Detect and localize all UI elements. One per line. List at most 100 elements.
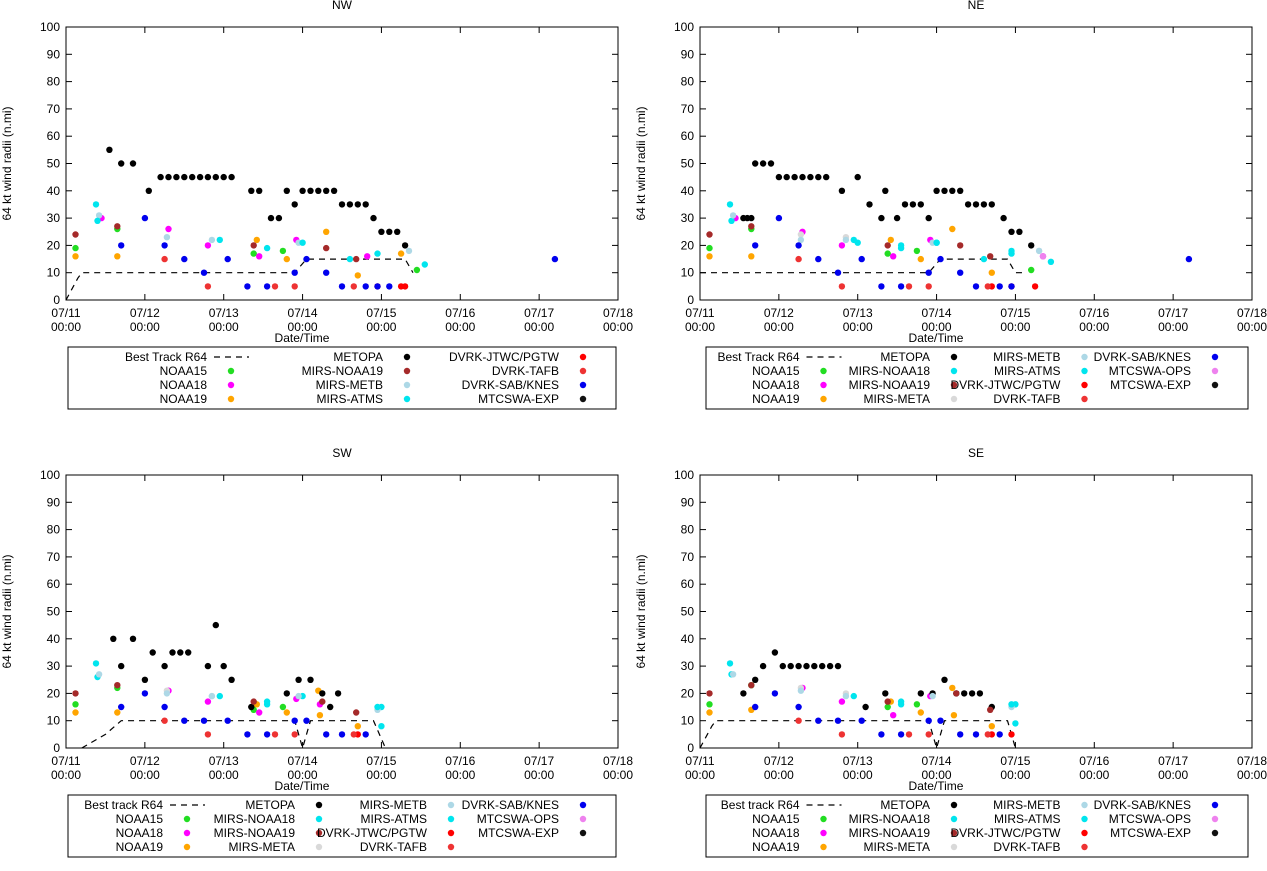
y-axis-label: 64 kt wind radii (n.mi) <box>634 554 648 668</box>
data-point <box>929 692 936 700</box>
data-point <box>858 255 865 263</box>
data-point <box>283 255 290 263</box>
data-point <box>208 236 216 244</box>
data-point <box>897 701 905 708</box>
legend-swatch <box>1081 381 1088 389</box>
legend-label: DVRK-JTWC/PGTW <box>449 350 560 364</box>
legend-label: NOAA15 <box>116 812 164 826</box>
legend-swatch <box>1081 829 1088 837</box>
data-point <box>95 671 103 678</box>
data-point <box>72 231 79 238</box>
legend-label: MTCSWA-OPS <box>1109 364 1191 378</box>
data-point <box>263 701 271 708</box>
data-point <box>374 283 381 290</box>
data-point <box>728 217 735 224</box>
data-point <box>323 269 330 276</box>
data-point <box>161 717 168 724</box>
data-point <box>279 247 287 255</box>
data-point <box>224 717 231 724</box>
data-point <box>815 255 822 263</box>
data-point <box>797 687 805 694</box>
y-tick-label: 90 <box>681 47 695 61</box>
legend-label: NOAA19 <box>160 392 208 406</box>
legend-label: MIRS-METB <box>993 350 1060 364</box>
legend-label: DVRK-SAB/KNES <box>1094 798 1191 812</box>
y-tick-label: 80 <box>681 75 695 89</box>
data-point <box>291 717 298 724</box>
x-tick-time: 00:00 <box>445 768 475 782</box>
data-point <box>405 247 413 255</box>
data-point <box>350 283 357 290</box>
data-point <box>346 255 354 263</box>
legend-swatch <box>579 815 587 823</box>
data-point <box>307 187 314 194</box>
data-point <box>118 703 125 711</box>
data-point <box>882 690 889 697</box>
data-point <box>706 709 713 716</box>
data-point <box>256 187 263 194</box>
data-point <box>972 283 980 290</box>
legend-label: MIRS-NOAA18 <box>849 364 931 378</box>
plot-area <box>66 146 559 300</box>
x-tick-time: 00:00 <box>366 320 396 334</box>
y-tick-label: 20 <box>47 238 61 252</box>
x-axis-label: Date/Time <box>909 331 964 345</box>
data-point <box>917 201 924 208</box>
data-point <box>953 690 960 697</box>
legend-swatch <box>227 367 235 375</box>
y-tick-label: 100 <box>40 468 60 482</box>
x-tick-time: 00:00 <box>685 768 715 782</box>
legend-swatch <box>1081 353 1088 361</box>
data-point <box>913 701 921 708</box>
data-point <box>803 662 810 670</box>
data-point <box>165 225 172 233</box>
data-point <box>551 255 559 263</box>
data-point <box>163 234 171 241</box>
data-point <box>842 236 850 244</box>
x-axis-label: Date/Time <box>275 779 330 793</box>
y-tick-label: 40 <box>681 184 695 198</box>
legend-label: MIRS-NOAA18 <box>849 812 931 826</box>
legend-swatch <box>1211 815 1219 823</box>
data-point <box>815 173 822 181</box>
data-point <box>740 690 747 697</box>
data-point <box>984 731 991 738</box>
legend-label: DVRK-SAB/KNES <box>1094 350 1191 364</box>
data-point <box>330 187 338 194</box>
data-point <box>220 662 227 670</box>
data-point <box>181 255 188 263</box>
data-point <box>228 173 235 181</box>
plot-frame <box>699 474 1253 749</box>
legend-label: MIRS-META <box>229 840 295 854</box>
x-tick-time: 00:00 <box>764 320 794 334</box>
legend-swatch <box>950 801 958 809</box>
legend-swatch <box>1081 367 1088 375</box>
y-tick-label: 10 <box>681 266 695 280</box>
data-point <box>834 269 842 276</box>
data-point <box>169 649 176 656</box>
data-point <box>752 160 759 167</box>
data-point <box>1000 214 1007 222</box>
data-point <box>976 690 984 697</box>
data-point <box>250 698 257 705</box>
x-tick-time: 00:00 <box>922 768 952 782</box>
data-point <box>838 731 846 738</box>
x-tick-time: 00:00 <box>1079 768 1109 782</box>
data-point <box>129 160 137 167</box>
data-point <box>905 283 913 290</box>
data-point <box>263 283 271 290</box>
plot-area <box>700 160 1193 290</box>
legend-swatch <box>403 395 411 403</box>
data-point <box>917 709 924 716</box>
x-tick-time: 00:00 <box>1079 320 1109 334</box>
chart-title: SW <box>332 446 352 460</box>
data-point <box>95 212 103 219</box>
legend-swatch <box>1081 815 1088 823</box>
legend-swatch <box>820 843 827 851</box>
x-tick-time: 00:00 <box>130 320 160 334</box>
y-tick-label: 40 <box>47 184 61 198</box>
legend-swatch <box>950 843 958 851</box>
data-point <box>72 701 79 708</box>
x-tick-date: 07/12 <box>130 754 160 768</box>
y-tick-label: 50 <box>681 157 695 171</box>
